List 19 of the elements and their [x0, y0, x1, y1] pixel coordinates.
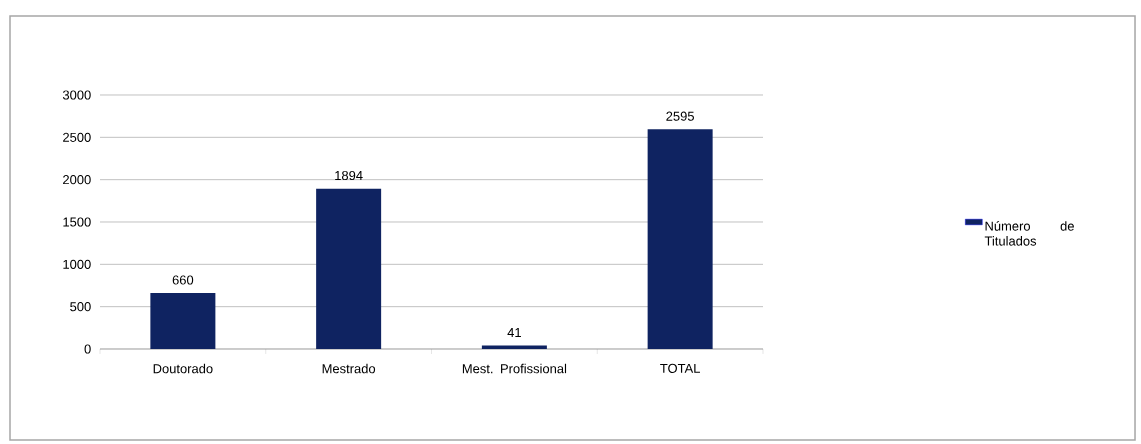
x-tick-label: Doutorado — [153, 363, 213, 374]
y-tick-label: 1000 — [63, 259, 91, 269]
bar — [647, 129, 713, 349]
y-tick-label: 2000 — [63, 175, 91, 185]
x-tick-label: TOTAL — [660, 363, 700, 373]
y-tick-label: 0 — [84, 344, 91, 354]
data-label: 2595 — [666, 111, 694, 121]
data-label: 660 — [172, 275, 194, 285]
legend-label: Número de Titulados — [984, 221, 1074, 246]
data-label: 1894 — [335, 170, 363, 181]
y-tick-label: 2500 — [63, 132, 91, 142]
y-tick-label: 1500 — [63, 217, 91, 227]
y-tick-label: 3000 — [62, 90, 91, 100]
bar — [150, 293, 216, 349]
data-label: 41 — [507, 328, 521, 338]
x-tick-label: Mest. Profissional — [462, 363, 567, 374]
bar — [316, 188, 382, 349]
x-tick-label: Mestrado — [322, 363, 376, 374]
y-tick-label: 500 — [70, 302, 91, 312]
